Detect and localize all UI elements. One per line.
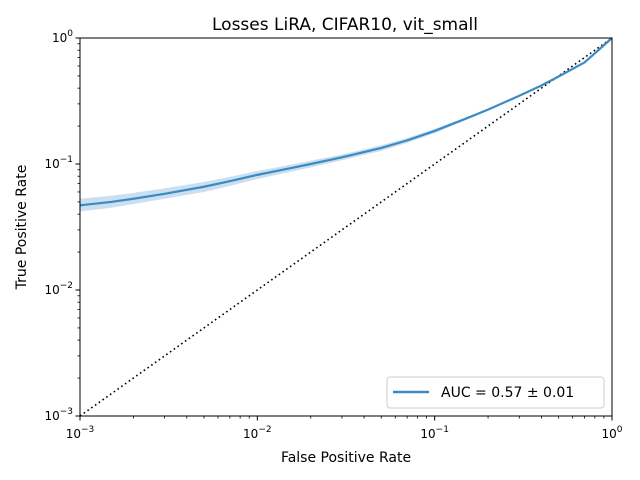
y-axis-label: True Positive Rate: [14, 165, 30, 291]
chart-title: Losses LiRA, CIFAR10, vit_small: [212, 15, 478, 35]
y-tick-label: 100: [52, 29, 73, 45]
legend-box: [386, 376, 605, 409]
y-tick-label: 10−1: [44, 155, 73, 171]
x-tick-label: 10−3: [66, 425, 95, 441]
x-axis-label: False Positive Rate: [281, 450, 411, 466]
confidence-band: [80, 38, 612, 212]
x-tick-label: 10−2: [243, 425, 272, 441]
x-tick-label: 10−1: [420, 425, 449, 441]
y-tick-label: 10−3: [44, 407, 73, 423]
plot-area: [79, 37, 613, 417]
legend-label-auc: AUC = 0.57 ± 0.01: [441, 385, 574, 401]
legend: AUC = 0.57 ± 0.01: [386, 376, 605, 409]
plot-frame: [79, 37, 613, 417]
roc-curve-line: [79, 37, 613, 207]
x-tick-label: 100: [601, 425, 622, 441]
random-guess-diagonal: [79, 37, 613, 417]
y-tick-label: 10−2: [44, 281, 73, 297]
